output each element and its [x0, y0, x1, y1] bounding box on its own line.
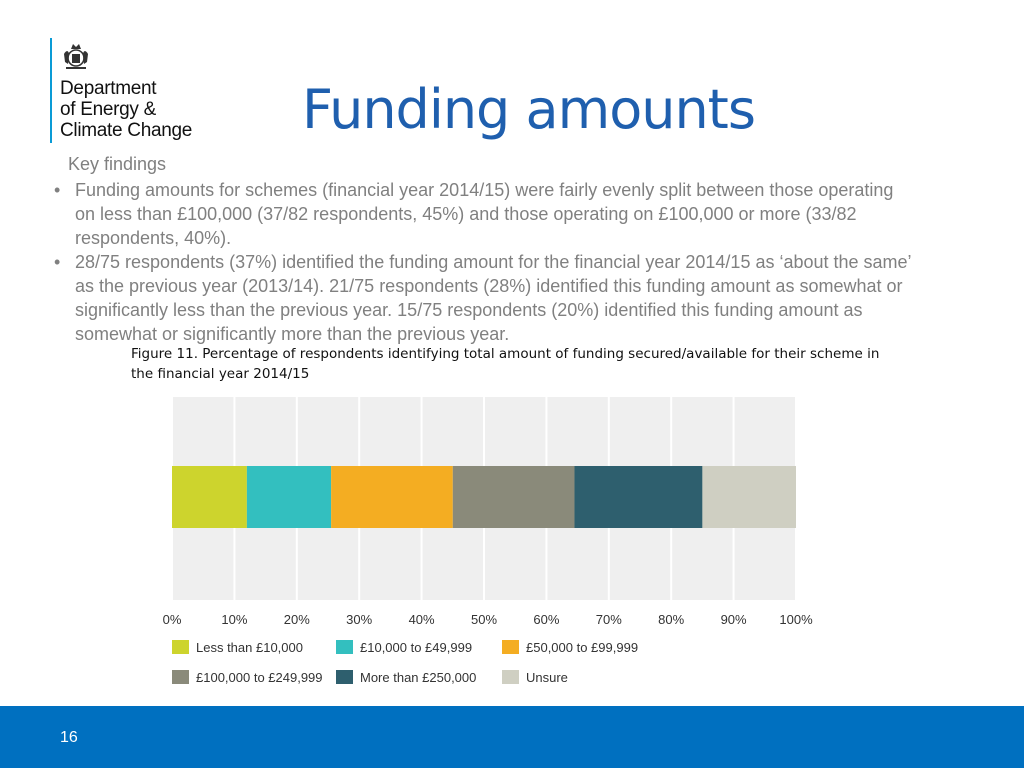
x-tick-label: 20%	[284, 612, 310, 627]
legend-swatch	[336, 670, 353, 684]
legend-label: £10,000 to £49,999	[360, 640, 472, 655]
x-tick-label: 90%	[721, 612, 747, 627]
finding-bullet-2: 28/75 respondents (37%) identified the f…	[54, 250, 914, 346]
x-tick-label: 60%	[533, 612, 559, 627]
key-findings-heading: Key findings	[68, 154, 167, 174]
bar-segment	[702, 466, 796, 528]
bar-segment	[331, 466, 453, 528]
x-tick-label: 100%	[779, 612, 813, 627]
footer-bar: 16	[0, 706, 1024, 768]
key-findings-list: Funding amounts for schemes (financial y…	[54, 178, 914, 346]
department-logo: Department of Energy & Climate Change	[50, 38, 220, 146]
legend-label: Unsure	[526, 670, 568, 685]
legend-swatch	[172, 640, 189, 654]
legend-swatch	[336, 640, 353, 654]
legend-swatch	[502, 670, 519, 684]
legend-label: £100,000 to £249,999	[196, 670, 323, 685]
bar-segment	[172, 466, 247, 528]
legend-swatch	[502, 640, 519, 654]
bar-segment	[574, 466, 703, 528]
x-tick-label: 40%	[409, 612, 435, 627]
logo-line-3: Climate Change	[60, 120, 193, 141]
logo-line-2: of Energy &	[60, 99, 156, 120]
x-tick-label: 10%	[221, 612, 247, 627]
x-tick-label: 30%	[346, 612, 372, 627]
slide-title: Funding amounts	[302, 78, 756, 141]
x-tick-label: 70%	[596, 612, 622, 627]
legend-label: More than £250,000	[360, 670, 476, 685]
finding-bullet-1: Funding amounts for schemes (financial y…	[54, 178, 914, 250]
x-tick-label: 80%	[658, 612, 684, 627]
figure-caption: Figure 11. Percentage of respondents ide…	[131, 346, 880, 382]
x-tick-label: 0%	[163, 612, 182, 627]
page-number: 16	[60, 729, 78, 746]
legend-swatch	[172, 670, 189, 684]
logo-wordmark: Department of Energy & Climate Change	[60, 78, 192, 141]
x-tick-label: 50%	[471, 612, 497, 627]
logo-rule	[50, 38, 52, 143]
legend-label: £50,000 to £99,999	[526, 640, 638, 655]
royal-crest-icon	[64, 44, 88, 69]
bar-segment	[452, 466, 575, 528]
bar-segment	[246, 466, 332, 528]
legend-label: Less than £10,000	[196, 640, 303, 655]
logo-line-1: Department	[60, 78, 157, 99]
